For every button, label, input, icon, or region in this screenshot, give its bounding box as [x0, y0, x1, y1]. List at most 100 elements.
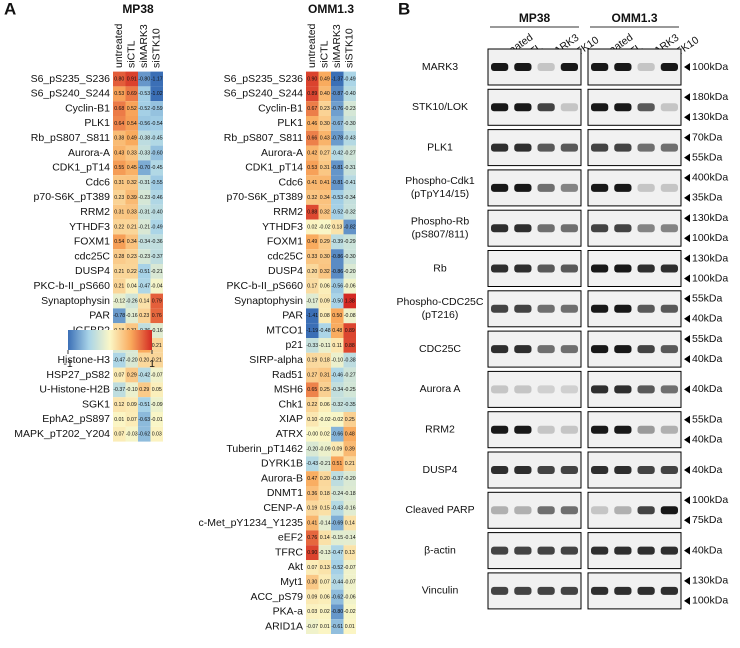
- cell-label: -0.34: [344, 195, 356, 201]
- row-label: S6_pS240_S244: [31, 88, 111, 100]
- cell-label: -0.35: [344, 402, 356, 408]
- cell-label: 0.89: [307, 91, 317, 97]
- blot-band: [660, 183, 678, 192]
- column-label: siSTK10: [344, 28, 356, 68]
- cell-label: 0.13: [320, 565, 330, 571]
- heatmap-cell: [138, 71, 151, 87]
- blot-band: [660, 63, 678, 71]
- heatmap-cell: [125, 264, 138, 279]
- cell-label: -0.37: [151, 254, 163, 260]
- cell-label: 0.21: [127, 224, 137, 230]
- cell-label: -0.23: [138, 254, 150, 260]
- cell-label: -0.56: [138, 121, 150, 127]
- cell-label: -0.59: [151, 106, 163, 112]
- cell-label: 0.79: [152, 298, 162, 304]
- cell-label: -0.21: [151, 269, 163, 275]
- heatmap-cell: [306, 234, 319, 250]
- row-label: Tuberin_pT1462: [226, 443, 303, 455]
- cell-label: -0.33: [138, 150, 150, 156]
- cell-label: 1.38: [345, 298, 355, 304]
- cell-label: -0.80: [331, 609, 343, 615]
- cell-label: -0.47: [113, 358, 125, 364]
- marker-label: 35kDa: [692, 192, 723, 204]
- cell-label: -0.48: [319, 328, 331, 334]
- heatmap-cell: [138, 130, 151, 146]
- colorbar: [68, 330, 152, 350]
- marker-arrow: [684, 63, 690, 71]
- cell-label: 0.13: [332, 224, 342, 230]
- heatmap-cell: [318, 71, 331, 87]
- heatmap-cell: [331, 323, 344, 338]
- row-label: S6_pS235_S236: [31, 73, 111, 85]
- marker-label: 130kDa: [692, 575, 728, 587]
- cell-label: 0.49: [307, 239, 317, 245]
- cell-label: -0.14: [344, 535, 356, 541]
- heatmap-cell: [343, 486, 356, 501]
- heatmap-cell: [318, 338, 331, 353]
- heatmap-cell: [138, 190, 151, 205]
- marker-arrow: [684, 254, 690, 263]
- heatmap-cell: [343, 530, 356, 546]
- heatmap-cell: [318, 589, 331, 605]
- row-label: PKC-b-II_pS660: [34, 280, 111, 292]
- cell-label: 0.18: [320, 491, 330, 497]
- heatmap-cell: [150, 175, 163, 190]
- cell-label: -0.38: [138, 136, 150, 142]
- heatmap-cell: [318, 130, 331, 146]
- heatmap-cell: [331, 308, 344, 324]
- blot-band: [514, 586, 532, 595]
- cell-label: 0.09: [307, 594, 317, 600]
- cell-label: -0.16: [151, 328, 163, 334]
- blot-band: [637, 466, 655, 474]
- cell-label: -0.46: [331, 372, 343, 378]
- cell-label: 0.36: [307, 491, 317, 497]
- blot-band: [560, 103, 578, 112]
- heatmap-cell: [318, 426, 331, 442]
- cell-label: -0.43: [331, 506, 343, 512]
- blot-band: [537, 546, 555, 555]
- cell-label: 0.23: [127, 254, 137, 260]
- cell-label: 0.46: [307, 121, 317, 127]
- marker-arrow: [684, 274, 690, 283]
- heatmap-cell: [138, 293, 151, 309]
- blot-band: [637, 304, 655, 313]
- heatmap-cell: [331, 471, 344, 486]
- cell-label: 0.20: [139, 358, 149, 364]
- heatmap-cell: [318, 278, 331, 294]
- cell-label: -0.47: [138, 284, 150, 290]
- cell-label: 0.52: [127, 106, 137, 112]
- blot-band: [591, 425, 609, 434]
- heatmap-cell: [318, 160, 331, 176]
- heatmap-cell: [343, 190, 356, 205]
- cell-label: 0.14: [139, 298, 149, 304]
- marker-label: 180kDa: [692, 91, 728, 103]
- heatmap-cell: [318, 264, 331, 279]
- blot-band: [491, 506, 509, 515]
- cell-label: 0.30: [320, 254, 330, 260]
- cell-label: -0.82: [344, 224, 356, 230]
- blot-band: [491, 63, 509, 71]
- blot-band: [560, 586, 578, 595]
- heatmap-cell: [113, 175, 126, 190]
- heatmap-cell: [125, 71, 138, 87]
- cell-label: -0.52: [138, 106, 150, 112]
- heatmap-cell: [125, 175, 138, 190]
- row-label: Aurora-A: [68, 147, 110, 159]
- row-label: PLK1: [277, 117, 303, 129]
- cell-label: 0.08: [320, 313, 330, 319]
- heatmap-cell: [150, 338, 163, 353]
- heatmap-cell: [343, 86, 356, 102]
- heatmap-cell: [125, 308, 138, 324]
- heatmap-cell: [331, 204, 344, 220]
- cell-label: -0.55: [151, 180, 163, 186]
- heatmap-cell: [343, 234, 356, 250]
- row-label: PKC-b-II_pS660: [227, 280, 304, 292]
- heatmap-cell: [150, 160, 163, 176]
- heatmap-cell: [343, 589, 356, 605]
- blot-band: [614, 143, 632, 152]
- heatmap-cell: [343, 367, 356, 383]
- heatmap-cell: [113, 130, 126, 146]
- cell-label: 0.32: [320, 210, 330, 216]
- cell-label: 0.55: [114, 165, 124, 171]
